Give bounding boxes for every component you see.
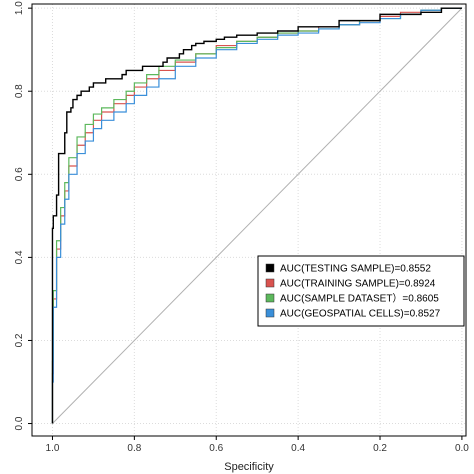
x-tick-label: 0.2 (373, 443, 387, 454)
x-axis-title: Specificity (224, 461, 274, 473)
series-line-4 (51, 7, 462, 424)
diagonal-reference-line (52, 7, 463, 424)
legend: AUC(TESTING SAMPLE)=0.8552 AUC(TRAINING S… (257, 255, 465, 327)
y-axis: 0.0 0.2 0.4 0.6 0.8 1.0 (14, 1, 32, 430)
series-line-1 (51, 7, 462, 424)
grid (32, 4, 466, 436)
legend-label: AUC(GEOSPATIAL CELLS)=0.8527 (280, 309, 441, 320)
x-tick-label: 0.0 (455, 443, 469, 454)
y-tick-label: 0.2 (14, 333, 25, 347)
legend-box (257, 255, 465, 327)
x-tick-label: 0.6 (209, 443, 223, 454)
legend-label: AUC(TRAINING SAMPLE)=0.8924 (280, 279, 436, 290)
series-lines (51, 7, 462, 424)
legend-label: AUC(SAMPLE DATASET）=0.8605 (280, 293, 439, 305)
legend-swatch (265, 293, 275, 303)
plot-frame (31, 3, 467, 437)
legend-swatch (265, 278, 275, 288)
x-axis: 1.0 0.8 0.6 0.4 0.2 0.0 (46, 436, 469, 454)
x-tick-label: 0.4 (291, 443, 305, 454)
legend-swatch (265, 308, 275, 318)
y-tick-label: 0.6 (14, 167, 25, 181)
y-tick-label: 0.4 (14, 250, 25, 264)
x-tick-label: 0.8 (127, 443, 141, 454)
y-tick-label: 1.0 (14, 1, 25, 15)
x-tick-label: 1.0 (46, 443, 60, 454)
legend-swatch (265, 263, 275, 273)
legend-label: AUC(TESTING SAMPLE)=0.8552 (280, 264, 431, 275)
y-tick-label: 0.8 (14, 84, 25, 98)
y-tick-label: 0.0 (14, 416, 25, 430)
